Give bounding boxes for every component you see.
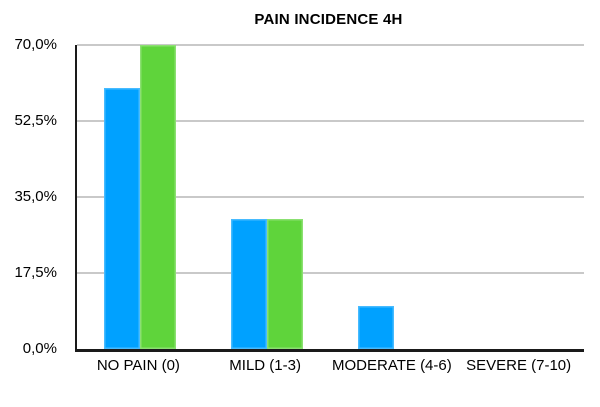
y-tick-label: 17,5% — [14, 264, 57, 281]
y-tick-label: 52,5% — [14, 112, 57, 129]
gridline — [77, 272, 584, 274]
bar-green — [267, 218, 304, 349]
y-axis-labels: 0,0% 17,5% 35,0% 52,5% 70,0% — [0, 36, 57, 357]
y-tick-label: 0,0% — [22, 340, 57, 357]
bar-blue — [231, 218, 268, 349]
chart-title: PAIN INCIDENCE 4H — [254, 11, 403, 28]
x-category-label: SEVERE (7-10) — [466, 357, 572, 374]
bars-container — [77, 45, 584, 349]
gridline — [77, 196, 584, 198]
plot-area — [75, 44, 584, 352]
category-slot — [204, 45, 331, 349]
gridline — [77, 44, 584, 46]
category-slot — [331, 45, 458, 349]
y-tick-label: 70,0% — [14, 36, 57, 53]
y-tick-label: 35,0% — [14, 188, 57, 205]
bar-green — [140, 45, 177, 349]
x-category-label: NO PAIN (0) — [96, 357, 180, 374]
category-slot — [77, 45, 204, 349]
bar-blue — [104, 88, 141, 349]
x-category-label: MILD (1-3) — [229, 357, 301, 374]
gridline — [77, 120, 584, 122]
category-slot — [457, 45, 584, 349]
bar-blue — [357, 305, 394, 349]
x-axis-labels: NO PAIN (0) MILD (1-3) MODERATE (4-6) SEVER… — [75, 357, 582, 377]
x-category-label: MODERATE (4-6) — [332, 357, 452, 374]
